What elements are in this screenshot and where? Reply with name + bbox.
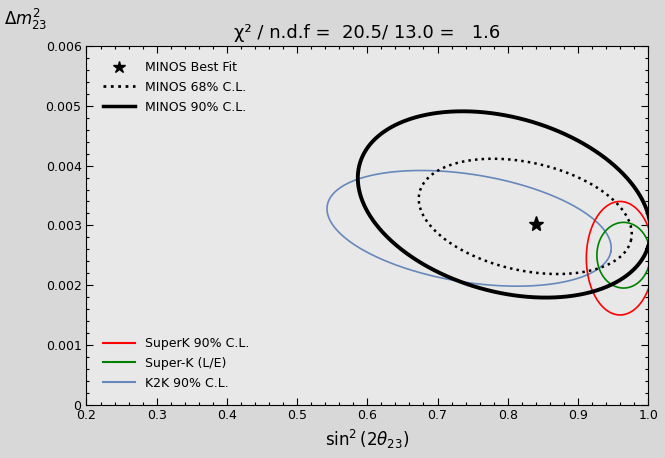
Text: $\Delta m^2_{23}$: $\Delta m^2_{23}$ [4,7,47,32]
Title: χ² / n.d.f =  20.5/ 13.0 =   1.6: χ² / n.d.f = 20.5/ 13.0 = 1.6 [234,24,501,42]
Legend: SuperK 90% C.L., Super-K (L/E), K2K 90% C.L.: SuperK 90% C.L., Super-K (L/E), K2K 90% … [98,332,254,395]
X-axis label: $\sin^2(2\theta_{23})$: $\sin^2(2\theta_{23})$ [325,428,410,451]
